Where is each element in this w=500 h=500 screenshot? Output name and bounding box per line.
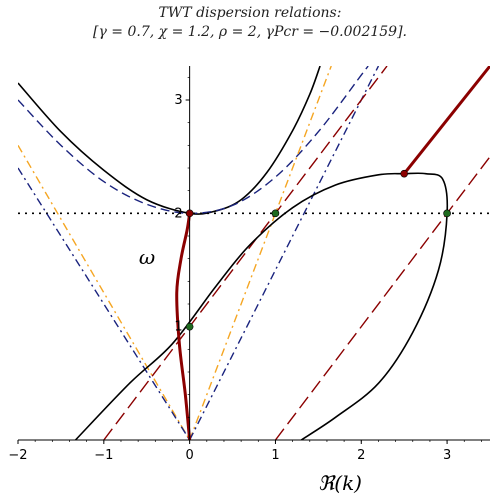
- x-tick-label: 2: [357, 448, 365, 463]
- x-tick-label: 0: [185, 448, 193, 463]
- series-darkred-dashed-1: [103, 66, 388, 440]
- chart-subtitle: [γ = 0.7, χ = 1.2, ρ = 2, γPcr = −0.0021…: [93, 24, 407, 40]
- data-point-marker: [185, 322, 194, 331]
- series-darkred-dashed-2: [274, 156, 490, 440]
- series-darkred-thick-complex: [175, 213, 192, 440]
- series-darkred-thick-upper: [403, 66, 490, 175]
- data-point-marker: [443, 209, 451, 218]
- x-tick-label: 1: [271, 448, 279, 463]
- y-axis-label: ω: [139, 245, 155, 269]
- x-tick-label: −1: [94, 448, 113, 463]
- data-point-marker: [271, 209, 280, 218]
- x-tick-label: −2: [8, 448, 27, 463]
- series-navy-dashed-parabola: [18, 66, 369, 215]
- series-orange-dashdot-left: [18, 144, 191, 440]
- data-point-marker: [400, 169, 408, 178]
- series-orange-dashdot-right: [188, 66, 332, 440]
- x-tick-label: 3: [443, 448, 451, 463]
- series-navy-dashdot-right: [189, 66, 380, 440]
- y-tick-label: 2: [174, 206, 182, 221]
- y-tick-label: 1: [174, 320, 182, 335]
- x-axis-label: ℜ(k): [318, 471, 362, 495]
- series-navy-dashdot-left: [18, 167, 191, 440]
- series-black-upper-parabola: [18, 66, 321, 215]
- data-point-marker: [185, 209, 194, 218]
- y-tick-label: 3: [174, 93, 182, 108]
- chart-title: TWT dispersion relations:: [158, 5, 342, 21]
